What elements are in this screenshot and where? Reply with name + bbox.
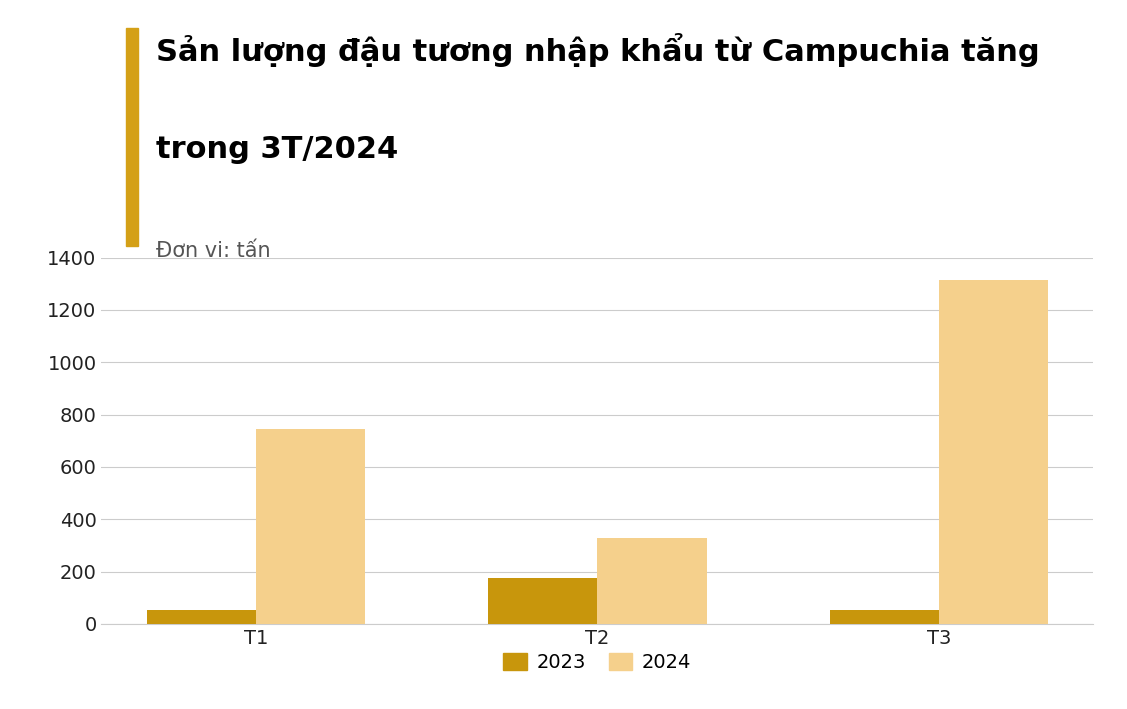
Bar	[147, 610, 256, 624]
Text: trong 3T/2024: trong 3T/2024	[156, 135, 398, 164]
Bar	[939, 280, 1048, 624]
Legend: 2023, 2024: 2023, 2024	[496, 645, 699, 680]
Bar	[829, 610, 939, 624]
Bar	[488, 578, 597, 624]
Bar	[597, 537, 707, 624]
FancyBboxPatch shape	[126, 28, 139, 246]
Bar	[256, 429, 365, 624]
Text: Sản lượng đậu tương nhập khẩu từ Campuchia tăng: Sản lượng đậu tương nhập khẩu từ Campuch…	[156, 33, 1039, 67]
Text: Đơn vị: tấn: Đơn vị: tấn	[156, 239, 270, 261]
